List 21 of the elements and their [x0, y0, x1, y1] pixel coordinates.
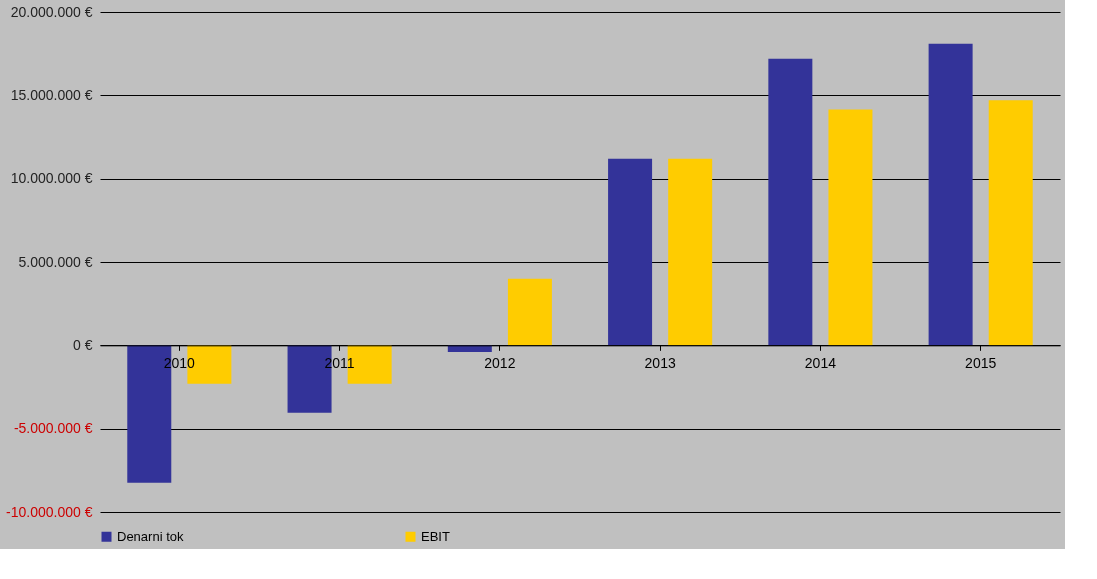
y-tick-label: 5.000.000 € [18, 253, 93, 270]
y-tick-label: 10.000.000 € [10, 170, 93, 187]
bar [828, 109, 873, 346]
bar [988, 100, 1033, 346]
x-tick-label: 2015 [965, 354, 997, 371]
y-tick-label: -10.000.000 € [6, 503, 93, 520]
y-tick-label: 20.000.000 € [10, 3, 93, 20]
y-tick-label: 0 € [73, 336, 93, 353]
bar [928, 43, 973, 346]
bar [507, 278, 552, 346]
bar [608, 158, 653, 346]
bar [768, 58, 813, 346]
bar [668, 158, 713, 346]
y-tick-label: -5.000.000 € [13, 420, 93, 437]
bar [447, 345, 492, 352]
x-tick-label: 2012 [484, 354, 516, 371]
legend-label: Denarni tok [117, 528, 184, 544]
x-tick-label: 2013 [644, 354, 676, 371]
x-tick-label: 2014 [804, 354, 837, 371]
legend-label: EBIT [421, 528, 450, 544]
y-tick-label: 15.000.000 € [10, 86, 93, 103]
